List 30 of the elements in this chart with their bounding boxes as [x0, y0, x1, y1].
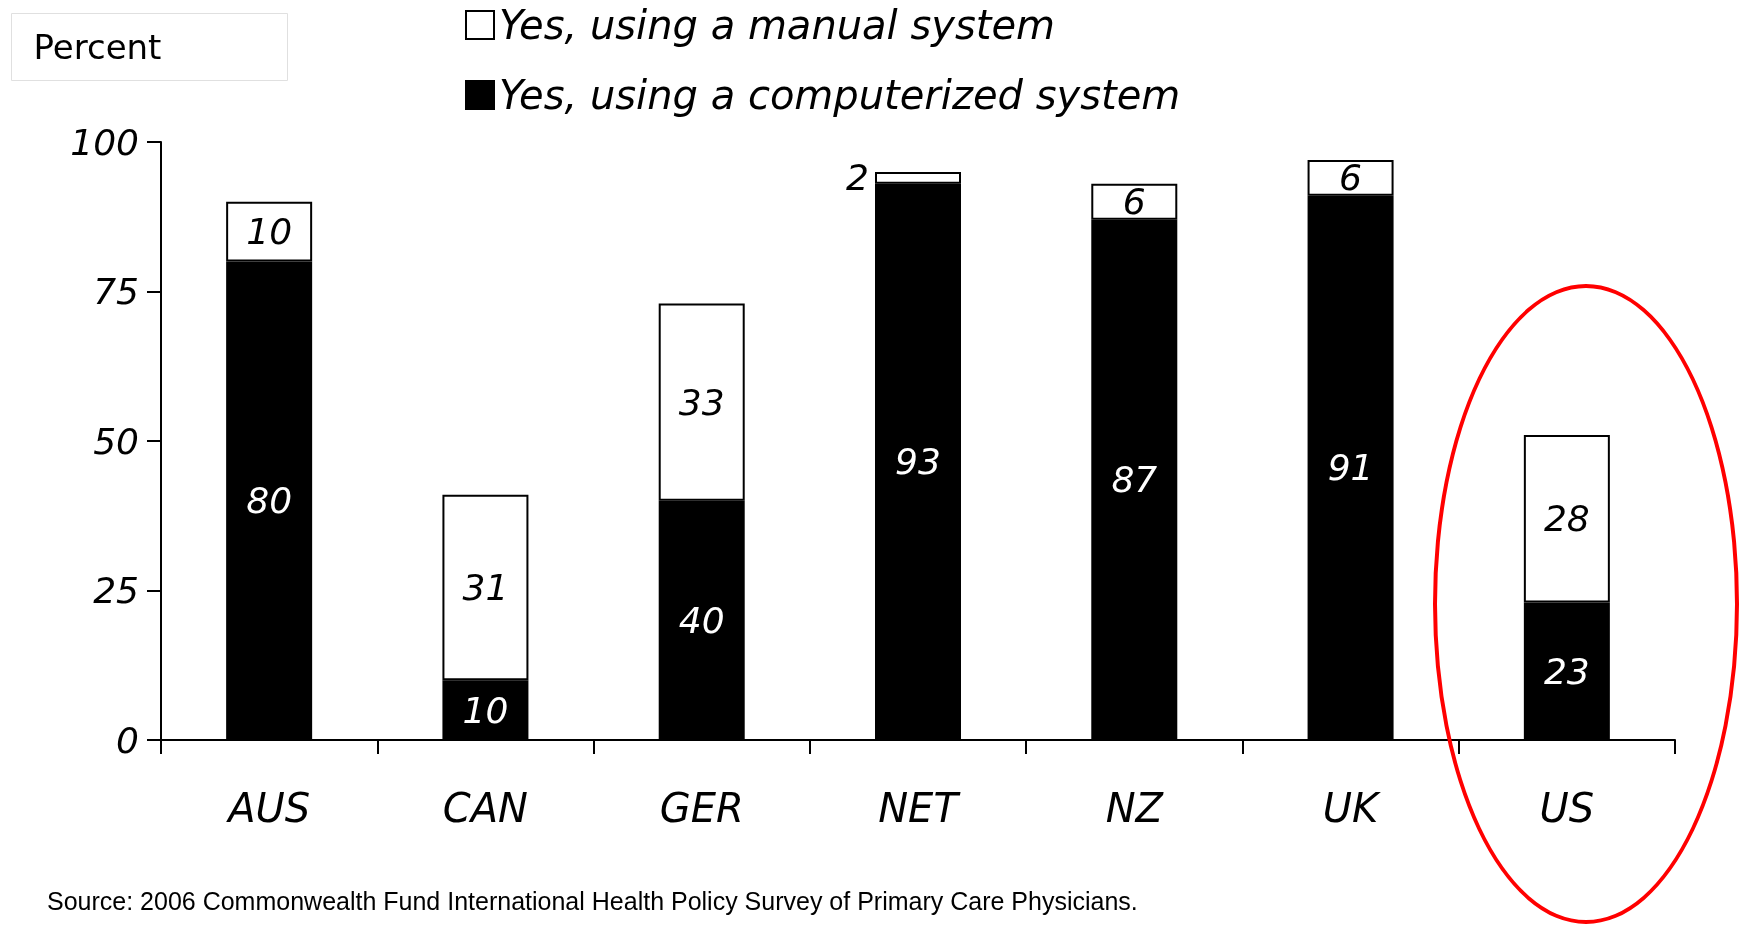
y-axis-title: Percent — [33, 26, 162, 67]
x-tick-label: NZ — [1105, 785, 1165, 831]
data-label: 87 — [1111, 459, 1158, 501]
data-label: 2 — [846, 157, 869, 199]
y-tick-label: 100 — [70, 121, 139, 163]
data-label: 91 — [1327, 447, 1374, 489]
legend-label: Yes, using a computerized system — [499, 72, 1181, 118]
data-label: 10 — [462, 689, 509, 731]
data-label: 10 — [246, 211, 293, 253]
x-tick-label: US — [1539, 785, 1595, 831]
data-label: 23 — [1543, 650, 1590, 692]
data-label: 93 — [895, 441, 941, 483]
data-label: 6 — [1122, 181, 1146, 223]
x-tick-label: NET — [878, 785, 962, 831]
data-label: 28 — [1543, 498, 1590, 540]
data-label: 80 — [246, 480, 293, 522]
x-tick-label: AUS — [225, 785, 311, 831]
source-note: Source: 2006 Commonwealth Fund International Health Policy Survey of Primary Care Physicians. — [47, 886, 1138, 915]
y-tick-label: 25 — [93, 570, 139, 611]
y-tick-label: 0 — [116, 719, 139, 761]
data-label: 6 — [1339, 157, 1363, 199]
y-tick-label: 50 — [93, 420, 139, 462]
data-label: 40 — [678, 599, 725, 641]
data-label: 33 — [678, 381, 725, 423]
x-tick-label: CAN — [442, 785, 529, 831]
legend-label: Yes, using a manual system — [499, 2, 1056, 48]
y-tick-label: 75 — [93, 271, 139, 312]
x-tick-label: UK — [1322, 785, 1382, 831]
x-tick-label: GER — [659, 785, 744, 831]
data-label: 31 — [462, 567, 509, 609]
